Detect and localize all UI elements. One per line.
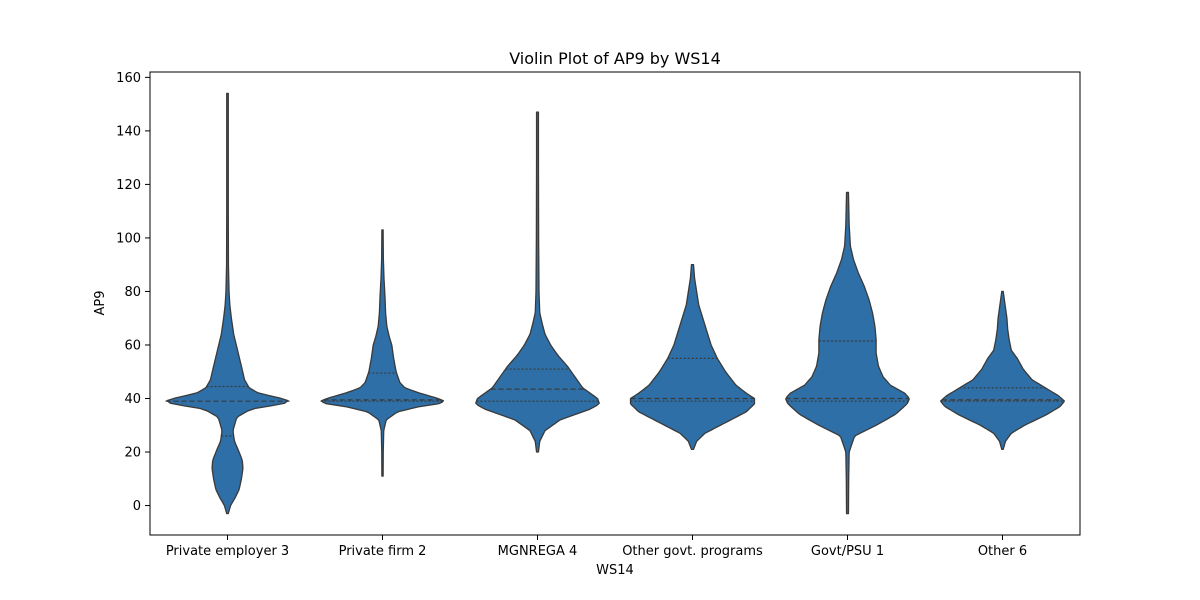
y-tick-label: 100 <box>116 231 141 246</box>
x-tick-label: Govt/PSU 1 <box>811 544 884 559</box>
violins-layer <box>165 92 1065 515</box>
violin-body <box>629 264 756 451</box>
violin-body <box>785 191 910 515</box>
violin-body <box>475 111 600 453</box>
x-tick-label: Private firm 2 <box>339 544 427 559</box>
x-tick-label: Private employer 3 <box>166 544 289 559</box>
y-tick-label: 60 <box>124 338 141 353</box>
plot-frame <box>149 71 1081 536</box>
y-tick-label: 20 <box>124 446 141 461</box>
x-tick-label: MGNREGA 4 <box>498 544 578 559</box>
x-tick-label: Other 6 <box>978 544 1027 559</box>
violin-body <box>940 290 1065 451</box>
x-axis: Private employer 3 Private firm 2 MGNREGA … <box>166 535 1027 559</box>
violin-group <box>629 264 756 451</box>
x-tick-label: Other govt. programs <box>622 544 763 559</box>
violin-group <box>165 92 290 515</box>
y-axis: 0 20 40 60 80 100 120 140 160 <box>116 71 150 514</box>
y-tick-label: 140 <box>116 124 141 139</box>
violin-group <box>785 191 910 515</box>
y-tick-label: 160 <box>116 71 141 86</box>
violin-group <box>475 111 600 453</box>
violin-group <box>320 229 445 477</box>
y-tick-label: 40 <box>124 392 141 407</box>
violin-body <box>166 92 289 515</box>
violin-group <box>940 290 1065 451</box>
chart-title: Violin Plot of AP9 by WS14 <box>509 49 721 68</box>
y-tick-label: 120 <box>116 178 141 193</box>
x-axis-label: WS14 <box>596 563 634 578</box>
y-tick-label: 80 <box>124 285 141 300</box>
y-axis-label: AP9 <box>93 290 108 315</box>
y-tick-label: 0 <box>133 499 141 514</box>
violin-body <box>320 229 445 477</box>
